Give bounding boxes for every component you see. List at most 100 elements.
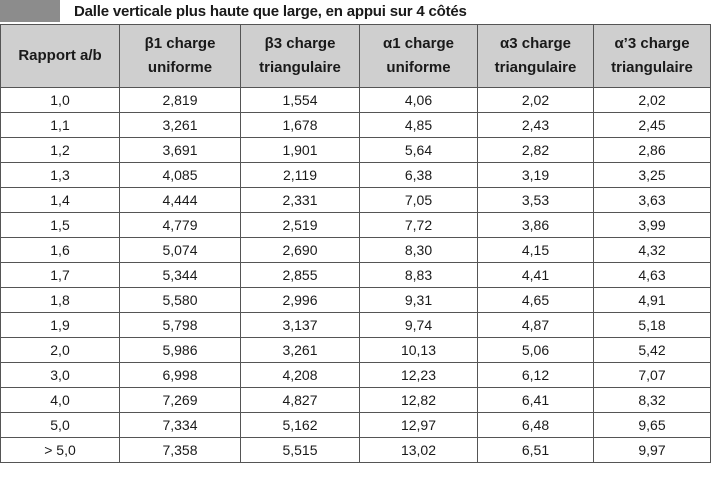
cell-alpha1: 7,72 — [359, 212, 478, 238]
cell-alpha-prime3: 3,25 — [593, 162, 711, 188]
cell-beta1: 2,819 — [119, 87, 241, 113]
cell-rapport: 1,8 — [0, 287, 120, 313]
cell-alpha-prime3: 4,32 — [593, 237, 711, 263]
cell-alpha-prime3: 2,02 — [593, 87, 711, 113]
table-row: 2,0 5,986 3,261 10,13 5,06 5,42 — [0, 337, 711, 363]
cell-beta3: 5,162 — [240, 412, 360, 438]
cell-beta3: 3,261 — [240, 337, 360, 363]
header-rapport: Rapport a/b — [0, 24, 120, 88]
cell-alpha3: 3,53 — [477, 187, 594, 213]
cell-beta1: 4,444 — [119, 187, 241, 213]
header-beta3-line2: triangulaire — [259, 59, 341, 76]
cell-beta3: 1,554 — [240, 87, 360, 113]
cell-rapport: 5,0 — [0, 412, 120, 438]
cell-beta3: 2,519 — [240, 212, 360, 238]
cell-alpha1: 12,82 — [359, 387, 478, 413]
cell-alpha1: 9,31 — [359, 287, 478, 313]
cell-beta1: 7,269 — [119, 387, 241, 413]
cell-alpha3: 6,51 — [477, 437, 594, 463]
table-row: 1,3 4,085 2,119 6,38 3,19 3,25 — [0, 162, 711, 188]
cell-alpha1: 13,02 — [359, 437, 478, 463]
cell-beta1: 4,085 — [119, 162, 241, 188]
table-row: 1,7 5,344 2,855 8,83 4,41 4,63 — [0, 262, 711, 288]
cell-rapport: 1,7 — [0, 262, 120, 288]
cell-alpha3: 3,86 — [477, 212, 594, 238]
header-beta3-line1: β3 charge — [264, 35, 336, 52]
header-beta1-line2: uniforme — [147, 59, 213, 76]
cell-beta1: 7,334 — [119, 412, 241, 438]
table-body: 1,0 2,819 1,554 4,06 2,02 2,02 1,1 3,261 1,678 4,… — [0, 87, 711, 463]
cell-alpha-prime3: 8,32 — [593, 387, 711, 413]
cell-beta3: 2,119 — [240, 162, 360, 188]
cell-alpha1: 4,85 — [359, 112, 478, 138]
cell-beta3: 1,901 — [240, 137, 360, 163]
cell-alpha1: 7,05 — [359, 187, 478, 213]
cell-beta3: 2,690 — [240, 237, 360, 263]
cell-beta3: 2,996 — [240, 287, 360, 313]
cell-alpha-prime3: 9,65 — [593, 412, 711, 438]
cell-alpha1: 5,64 — [359, 137, 478, 163]
header-alpha3: α3 charge triangulaire — [477, 24, 594, 88]
cell-beta1: 3,691 — [119, 137, 241, 163]
cell-beta3: 1,678 — [240, 112, 360, 138]
cell-alpha3: 2,43 — [477, 112, 594, 138]
table-header: Rapport a/b β1 charge uniforme β3 charge… — [0, 24, 711, 88]
cell-rapport: 1,6 — [0, 237, 120, 263]
table-title: Dalle verticale plus haute que large, en… — [74, 2, 467, 20]
cell-beta3: 4,208 — [240, 362, 360, 388]
cell-alpha-prime3: 3,99 — [593, 212, 711, 238]
table-row: 1,2 3,691 1,901 5,64 2,82 2,86 — [0, 137, 711, 163]
header-beta1-line1: β1 charge — [144, 35, 216, 52]
cell-alpha3: 4,65 — [477, 287, 594, 313]
cell-alpha-prime3: 2,86 — [593, 137, 711, 163]
cell-alpha3: 4,41 — [477, 262, 594, 288]
cell-beta1: 4,779 — [119, 212, 241, 238]
header-alpha-prime3-line1: α’3 charge — [614, 35, 690, 52]
header-alpha3-line2: triangulaire — [494, 59, 577, 76]
cell-rapport: 1,3 — [0, 162, 120, 188]
cell-alpha1: 8,30 — [359, 237, 478, 263]
cell-beta3: 4,827 — [240, 387, 360, 413]
cell-alpha-prime3: 4,63 — [593, 262, 711, 288]
cell-beta1: 7,358 — [119, 437, 241, 463]
cell-alpha1: 6,38 — [359, 162, 478, 188]
cell-beta1: 3,261 — [119, 112, 241, 138]
cell-alpha3: 6,48 — [477, 412, 594, 438]
cell-alpha1: 4,06 — [359, 87, 478, 113]
cell-alpha3: 5,06 — [477, 337, 594, 363]
cell-alpha1: 9,74 — [359, 312, 478, 338]
cell-rapport: 1,4 — [0, 187, 120, 213]
cell-alpha-prime3: 9,97 — [593, 437, 711, 463]
table-row: > 5,0 7,358 5,515 13,02 6,51 9,97 — [0, 437, 711, 463]
cell-rapport: > 5,0 — [0, 437, 120, 463]
table-row: 1,0 2,819 1,554 4,06 2,02 2,02 — [0, 87, 711, 113]
header-alpha-prime3: α’3 charge triangulaire — [593, 24, 711, 88]
table-row: 1,4 4,444 2,331 7,05 3,53 3,63 — [0, 187, 711, 213]
cell-beta1: 5,580 — [119, 287, 241, 313]
header-alpha1-line1: α1 charge — [383, 35, 454, 52]
table-row: 4,0 7,269 4,827 12,82 6,41 8,32 — [0, 387, 711, 413]
cell-rapport: 1,1 — [0, 112, 120, 138]
cell-beta1: 5,986 — [119, 337, 241, 363]
cell-rapport: 1,0 — [0, 87, 120, 113]
cell-rapport: 4,0 — [0, 387, 120, 413]
cell-alpha-prime3: 7,07 — [593, 362, 711, 388]
table-row: 1,9 5,798 3,137 9,74 4,87 5,18 — [0, 312, 711, 338]
cell-rapport: 3,0 — [0, 362, 120, 388]
header-alpha-prime3-line2: triangulaire — [611, 59, 693, 76]
table-row: 5,0 7,334 5,162 12,97 6,48 9,65 — [0, 412, 711, 438]
header-alpha3-line1: α3 charge — [500, 35, 571, 52]
cell-alpha-prime3: 4,91 — [593, 287, 711, 313]
header-rapport-line1: Rapport a/b — [18, 47, 102, 64]
cell-alpha1: 12,23 — [359, 362, 478, 388]
cell-alpha1: 10,13 — [359, 337, 478, 363]
cell-alpha3: 6,12 — [477, 362, 594, 388]
cell-beta1: 5,798 — [119, 312, 241, 338]
cell-alpha3: 3,19 — [477, 162, 594, 188]
cell-alpha3: 4,15 — [477, 237, 594, 263]
cell-alpha-prime3: 5,42 — [593, 337, 711, 363]
title-tab-decoration — [0, 0, 60, 22]
table-row: 1,8 5,580 2,996 9,31 4,65 4,91 — [0, 287, 711, 313]
header-alpha1: α1 charge uniforme — [359, 24, 478, 88]
